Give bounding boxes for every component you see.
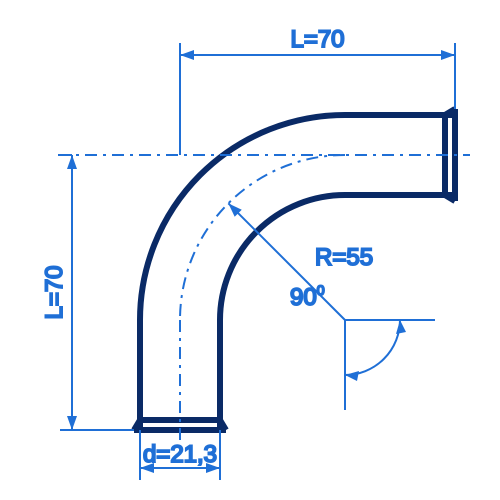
- center-lines: [58, 155, 470, 445]
- label-d: d=21,3: [143, 441, 217, 468]
- dim-angle-90: 900: [290, 282, 435, 410]
- dim-L-left: L=70: [41, 155, 134, 430]
- dim-L-top: L=70: [180, 26, 455, 155]
- dimensions: L=70 L=70 d=21,3 R=55: [41, 26, 455, 480]
- label-R: R=55: [315, 244, 373, 271]
- label-angle: 900: [290, 282, 325, 311]
- label-L-left: L=70: [41, 265, 68, 319]
- label-L-top: L=70: [290, 26, 344, 53]
- elbow-diagram: L=70 L=70 d=21,3 R=55: [0, 0, 500, 500]
